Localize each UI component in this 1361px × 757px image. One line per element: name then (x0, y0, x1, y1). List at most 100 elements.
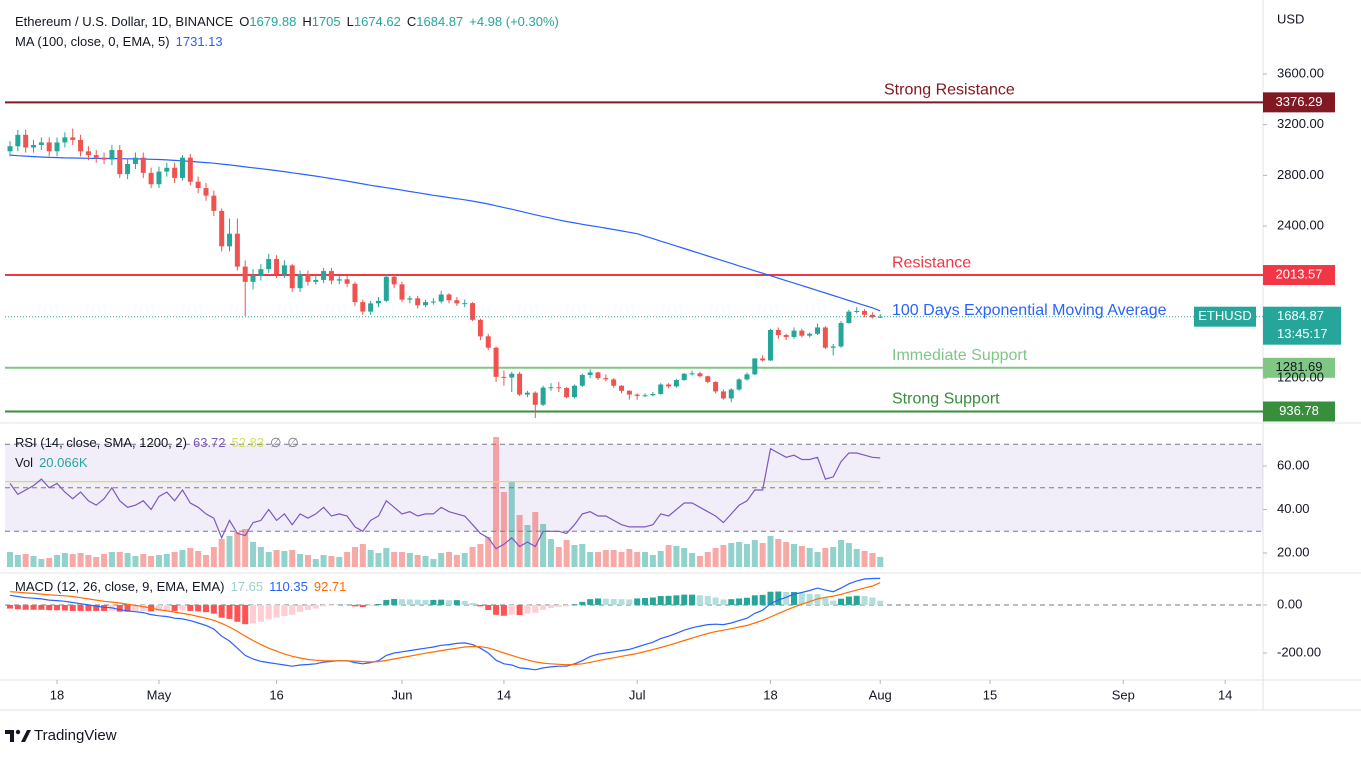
histogram-bar (712, 597, 719, 605)
volume-bar (555, 547, 562, 567)
volume-bar (446, 552, 453, 567)
volume-bar (728, 543, 735, 567)
histogram-bar (689, 594, 696, 605)
candle-body (493, 347, 499, 377)
histogram-bar (783, 591, 790, 605)
x-tick-label: 16 (269, 687, 283, 702)
histogram-value: 17.65 (230, 579, 264, 594)
candle-body (383, 276, 389, 301)
symbol-tag-box (1194, 306, 1256, 327)
histogram-bar (116, 604, 123, 612)
y-tick-label: 0.00 (1277, 596, 1302, 611)
level-value: 2013.57 (1276, 266, 1323, 281)
histogram-bar (140, 604, 147, 611)
volume-bar (775, 539, 782, 567)
candle-body (38, 142, 44, 145)
histogram-bar (626, 599, 633, 605)
histogram-bar (406, 599, 413, 605)
x-tick-label: Sep (1112, 687, 1135, 702)
histogram-bar (649, 597, 656, 605)
volume-bar (38, 559, 45, 567)
candle-body (258, 269, 264, 276)
macd-line (9, 577, 881, 671)
y-tick-label: 3200.00 (1277, 116, 1324, 131)
candle-body (179, 157, 185, 178)
candle-body (454, 300, 460, 304)
rsi-name: RSI (14, close, SMA, 1200, 2) (15, 435, 187, 450)
histogram-bar (775, 591, 782, 605)
x-tick-label: Jun (392, 687, 413, 702)
histogram-bar (751, 595, 758, 605)
volume-bar (830, 547, 837, 567)
candle-body (713, 381, 719, 392)
candle-body (117, 150, 123, 175)
volume-bar (218, 539, 225, 567)
volume-bar (195, 551, 202, 567)
level-value-box (1263, 92, 1335, 113)
candle-body (760, 358, 766, 361)
histogram-bar (22, 604, 29, 610)
histogram-bar (634, 598, 641, 605)
volume-bar (304, 555, 311, 567)
volume-bar (665, 545, 672, 567)
macd-name: MACD (12, 26, close, 9, EMA, EMA) (15, 579, 225, 594)
price-value: 1684.87 (1277, 308, 1324, 323)
volume-bar (171, 552, 178, 567)
ema-annotation: 100 Days Exponential Moving Average (892, 302, 1167, 319)
volume-bar (30, 556, 37, 567)
volume-bar (367, 550, 374, 567)
histogram-bar (430, 599, 437, 605)
candle-body (564, 388, 570, 398)
histogram-bar (54, 604, 61, 611)
volume-bar (438, 553, 445, 567)
histogram-bar (579, 601, 586, 605)
histogram-bar (532, 604, 539, 613)
candle-body (846, 311, 852, 324)
volume-bar (281, 551, 288, 567)
volume-bar (626, 549, 633, 567)
level-value: 1281.69 (1276, 359, 1323, 374)
volume-bar (877, 556, 884, 567)
histogram-bar (814, 594, 821, 605)
volume-bar (391, 552, 398, 567)
histogram-bar (46, 604, 53, 611)
volume-bar (657, 551, 664, 567)
histogram-bar (438, 599, 445, 605)
volume-bar (351, 547, 358, 567)
volume-bar (234, 532, 241, 567)
histogram-bar (218, 604, 225, 618)
candle-body (407, 298, 413, 300)
volume-bar (587, 552, 594, 567)
candle-body (642, 395, 648, 397)
candle-body (430, 301, 436, 303)
histogram-bar (618, 599, 625, 605)
histogram-bar (297, 604, 304, 612)
volume-bar (69, 554, 76, 567)
histogram-bar (38, 604, 45, 610)
level-name: Strong Resistance (884, 82, 1015, 99)
candle-body (485, 336, 491, 348)
signal-line (9, 582, 881, 666)
volume-bar (634, 552, 641, 567)
volume-bar (108, 552, 115, 567)
histogram-bar (547, 604, 554, 609)
histogram-bar (210, 604, 217, 614)
volume-bar (430, 559, 437, 567)
volume-bar (798, 546, 805, 567)
volume-bar (14, 555, 21, 567)
change: +4.98 (+0.30%) (469, 14, 559, 29)
histogram-bar (853, 595, 860, 605)
volume-bar (320, 555, 327, 567)
candle-body (375, 300, 381, 304)
candle-body (571, 385, 577, 398)
level-value-box (1263, 357, 1335, 378)
ma-legend: MA (100, close, 0, EMA, 5) (15, 34, 170, 49)
histogram-bar (203, 604, 209, 613)
candle-body (532, 392, 538, 405)
volume-bar (148, 556, 155, 567)
candle-body (54, 142, 60, 152)
candle-body (46, 142, 52, 152)
